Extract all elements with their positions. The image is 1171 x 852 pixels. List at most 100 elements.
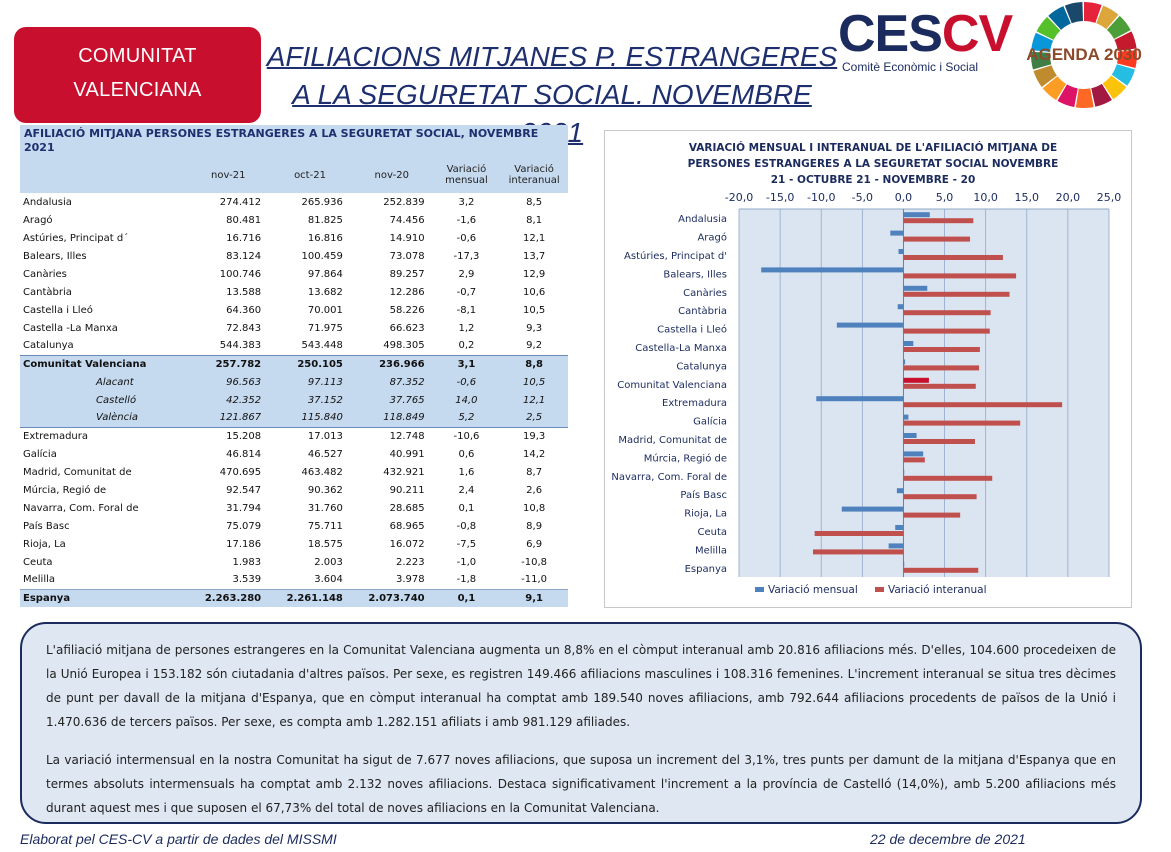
page-title: AFILIACIONS MITJANES P. ESTRANGERES A LA… (262, 38, 842, 152)
chart-bar-interanual (903, 255, 1003, 260)
table-cell: 74.456 (389, 214, 425, 226)
table-cell: 252.839 (383, 196, 425, 208)
region-badge: COMUNITAT VALENCIANA (14, 27, 261, 123)
chart-bar-interanual (903, 291, 1010, 297)
table-cell: 14.910 (389, 232, 425, 244)
table-row: Galícia 46.814 46.527 40.991 0,6 14,2 (20, 445, 568, 463)
footer-date: 22 de decembre de 2021 (870, 831, 1026, 847)
table-row: País Basc 75.079 75.711 68.965 -0,8 8,9 (20, 517, 568, 535)
chart-category-label: Melilla (695, 545, 727, 556)
chart-bar-mensual (903, 359, 906, 365)
table-header-cell: nov-21 (187, 157, 270, 193)
table-row: Aragó 80.481 81.825 74.456 -1,6 8,1 (20, 211, 568, 229)
chart-category-label: Catalunya (676, 361, 727, 372)
chart-title-line: VARIACIÓ MENSUAL I INTERANUAL DE L'AFILI… (689, 141, 1057, 154)
table-cell: 13.588 (226, 286, 262, 298)
table-cell: -0,8 (456, 520, 477, 532)
logo-subtitle: Comitè Econòmic i Social (842, 60, 979, 74)
agenda-ring-segment (1030, 51, 1052, 70)
table-row-label: Castella -La Manxa (23, 322, 118, 334)
chart-bar-mensual (903, 433, 917, 438)
table-cell: 250.105 (269, 354, 351, 373)
table-cell: 89.257 (389, 268, 425, 280)
chart-category-label: Canàries (683, 287, 727, 299)
table-row: Cantàbria 13.588 13.682 12.286 -0,7 10,6 (20, 283, 568, 301)
agenda-ring-segment (1116, 50, 1137, 68)
table-cell: 42.352 (187, 391, 270, 409)
table-cell: 87.352 (350, 373, 433, 391)
logo-cv: CV (941, 5, 1013, 63)
table-cell: -1,8 (456, 574, 477, 586)
table-row-label: Alacant (20, 373, 188, 391)
chart-tick-label: 5,0 (936, 191, 954, 204)
table-cell: 17.013 (269, 426, 351, 445)
table-cell: -10,6 (432, 426, 501, 445)
table-cell: 2.261.148 (269, 588, 351, 607)
chart-bar-interanual (813, 549, 904, 555)
chart-plot-area (739, 209, 1109, 577)
table-row: Balears, Illes 83.124 100.459 73.078 -17,3 13… (20, 247, 568, 265)
chart-legend-label: Variació mensual (768, 584, 858, 596)
region-badge-line2: VALENCIANA (73, 79, 202, 101)
table-row: Comunitat Valenciana 257.782 250.105 236.96… (20, 354, 568, 373)
table-cell: 100.746 (219, 268, 262, 280)
chart-category-label: Castella-La Manxa (635, 343, 727, 354)
chart-bar-mensual (895, 525, 904, 530)
table-cell: -0,7 (456, 286, 477, 298)
chart-legend-swatch (755, 587, 764, 592)
table-cell: 470.695 (219, 466, 262, 478)
table-cell: 31.794 (226, 502, 262, 514)
page-title-line2: A LA SEGURETAT SOCIAL. NOVEMBRE 2021 (292, 79, 812, 148)
table-cell: 31.760 (307, 502, 343, 514)
agenda-ring-segment (1114, 31, 1137, 51)
table-cell: 17.186 (226, 538, 262, 550)
agenda-ring-segment (1096, 5, 1119, 30)
table-cell: 1,6 (458, 466, 475, 478)
table-row-label: País Basc (23, 520, 70, 532)
table-row: Castelló 42.352 37.152 37.765 14,0 12,1 (20, 391, 568, 409)
agenda-ring-segment (1111, 64, 1135, 86)
table-cell: 28.685 (389, 502, 425, 514)
table-cell: -0,6 (432, 373, 501, 391)
table-title: AFILIACIÓ MITJANA PERSONES ESTRANGERES A… (20, 125, 568, 157)
chart-bar-mensual (903, 561, 905, 567)
table-cell: 8,1 (526, 214, 543, 226)
agenda-ring-segment (1033, 65, 1057, 87)
table-cell: 2.073.740 (350, 588, 433, 607)
chart-bar-mensual (903, 285, 928, 291)
chart-tick-label: 20,0 (1056, 191, 1081, 204)
table-cell: 46.527 (307, 448, 343, 460)
region-badge-line1: COMUNITAT (78, 45, 197, 67)
table-cell: 10,5 (500, 373, 568, 391)
chart-tick-label: -10,0 (807, 191, 835, 204)
table-row-label: Andalusia (23, 196, 72, 208)
table-row-label: València (20, 409, 188, 427)
chart-bar-interanual (903, 383, 976, 389)
table-cell: 3.978 (395, 574, 425, 586)
agenda-2030-logo: AGENDA 2030 (1026, 2, 1142, 109)
chart-category-label: Castella i Lleó (657, 324, 727, 336)
table-cell: 0,1 (458, 502, 475, 514)
table-cell: 8,8 (500, 354, 568, 373)
table-header-cell (20, 157, 188, 193)
chart-bar-mensual (761, 267, 904, 273)
table-cell: 70.001 (307, 304, 343, 316)
table-cell: 13,7 (522, 250, 546, 262)
agenda-ring-segment (1031, 32, 1054, 52)
chart-tick-label: 0,0 (895, 191, 913, 204)
table-row: València 121.867 115.840 118.849 5,2 2,5 (20, 409, 568, 427)
table-cell: 96.563 (187, 373, 270, 391)
chart-category-label: Madrid, Comunitat de (618, 435, 727, 446)
chart-category-label: Ceuta (697, 527, 727, 538)
table-row: Espanya 2.263.280 2.261.148 2.073.740 0,1 9,1 (20, 588, 568, 607)
chart-legend-swatch (875, 587, 884, 592)
table-cell: -10,8 (521, 556, 548, 568)
table-cell: 10,6 (522, 286, 546, 298)
chart-bar-interanual (903, 567, 979, 573)
chart-tick-label: 15,0 (1015, 191, 1040, 204)
chart-bar-mensual (903, 212, 930, 218)
chart-title-line: PERSONES ESTRANGERES A LA SEGURETAT SOCI… (688, 158, 1059, 170)
table-cell: 12,9 (522, 268, 546, 280)
table-cell: 257.782 (187, 354, 270, 373)
chart-tick-label: 10,0 (973, 191, 998, 204)
